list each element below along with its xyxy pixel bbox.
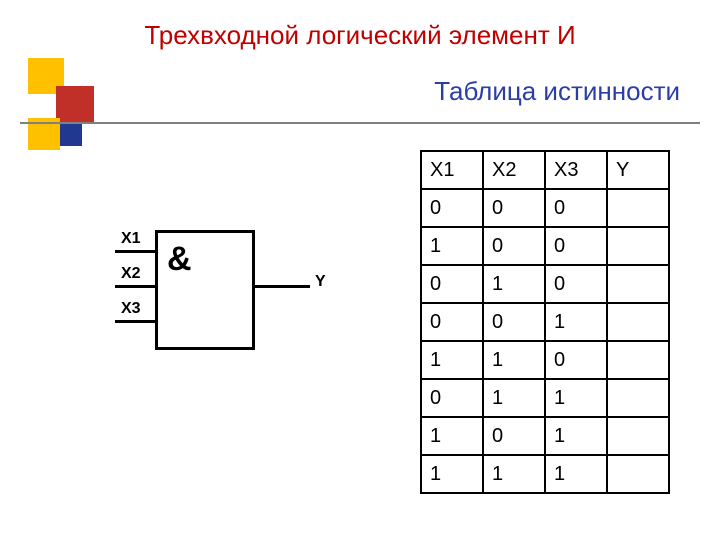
- col-x3: X3: [545, 151, 607, 189]
- table-row: 0 0 1: [421, 303, 669, 341]
- and-gate-diagram: & X1 X2 X3 Y: [85, 230, 325, 370]
- deco-square-3: [60, 124, 82, 146]
- table-row: 1 1 1: [421, 455, 669, 493]
- lead-x3: [115, 320, 155, 323]
- divider: [20, 122, 700, 124]
- table-row: 0 0 0: [421, 189, 669, 227]
- table-header-row: X1 X2 X3 Y: [421, 151, 669, 189]
- table-row: 0 1 1: [421, 379, 669, 417]
- page-title: Трехвходной логический элемент И: [0, 20, 720, 51]
- label-x3: X3: [121, 300, 141, 318]
- table-row: 1 0 1: [421, 417, 669, 455]
- col-x1: X1: [421, 151, 483, 189]
- label-y: Y: [315, 273, 326, 291]
- lead-x2: [115, 285, 155, 288]
- gate-symbol: &: [167, 240, 192, 279]
- lead-x1: [115, 250, 155, 253]
- deco-square-1: [56, 86, 94, 124]
- lead-y: [255, 285, 310, 288]
- subtitle: Таблица истинности: [434, 76, 680, 107]
- table-row: 1 0 0: [421, 227, 669, 265]
- table-row: 0 1 0: [421, 265, 669, 303]
- truth-table: X1 X2 X3 Y 0 0 0 1 0 0 0 1 0 0 0 1 1 1 0…: [420, 150, 670, 494]
- label-x1: X1: [121, 230, 141, 248]
- col-y: Y: [607, 151, 669, 189]
- label-x2: X2: [121, 265, 141, 283]
- table-row: 1 1 0: [421, 341, 669, 379]
- col-x2: X2: [483, 151, 545, 189]
